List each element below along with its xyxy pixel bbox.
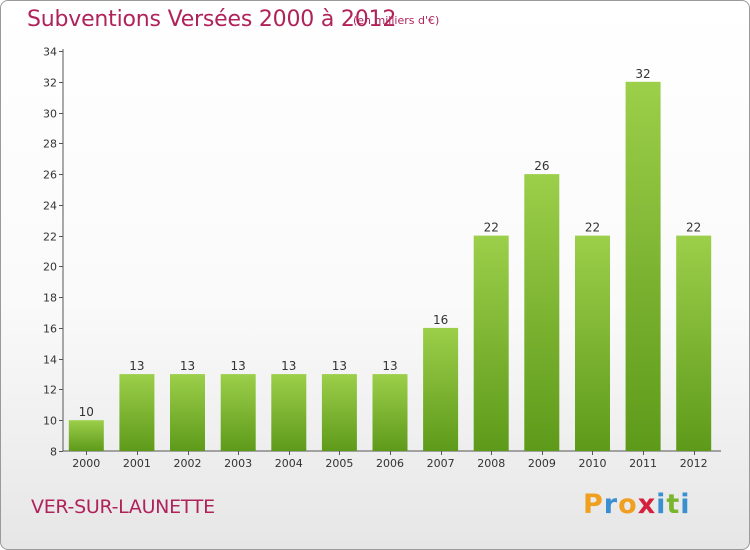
y-tick-label: 10	[43, 415, 57, 428]
axes: 8 10 12 14 16 18 20 22 24 26 28 30 32 34 2000 2001 2002 2…	[43, 46, 721, 470]
y-tick-label: 30	[43, 108, 57, 121]
data-labels: 10 13 13 13 13 13 13 16 22 26 22 32 22	[79, 67, 702, 419]
data-label: 13	[129, 359, 144, 373]
bar	[271, 374, 307, 451]
commune-name: VER-SUR-LAUNETTE	[31, 496, 215, 518]
logo-letter: x	[637, 489, 657, 520]
proxiti-logo: Proxiti	[583, 489, 691, 520]
data-label: 10	[79, 405, 94, 419]
data-label: 26	[534, 159, 549, 173]
x-tick-label: 2000	[72, 457, 100, 470]
y-tick-label: 32	[43, 77, 57, 90]
bar	[524, 174, 560, 451]
bar	[68, 420, 104, 451]
y-tick-label: 14	[43, 354, 57, 367]
y-tick-label: 24	[43, 200, 57, 213]
x-tick-label: 2007	[427, 457, 455, 470]
logo-letter: t	[666, 489, 681, 520]
logo-letter: r	[603, 489, 619, 520]
y-tick-label: 26	[43, 169, 57, 182]
bar	[575, 235, 610, 451]
bar	[321, 374, 357, 451]
x-tick-label: 2011	[629, 457, 657, 470]
chart-title: Subventions Versées 2000 à 2012	[27, 7, 397, 32]
y-tick-label: 18	[43, 292, 57, 305]
data-label: 22	[686, 221, 701, 235]
x-tick-label: 2003	[224, 457, 252, 470]
y-tick-label: 22	[43, 231, 57, 244]
bar	[372, 374, 408, 451]
data-label: 32	[635, 67, 650, 81]
x-tick-label: 2006	[376, 457, 404, 470]
x-tick-label: 2001	[123, 457, 151, 470]
data-label: 22	[484, 221, 499, 235]
x-tick-label: 2012	[680, 457, 708, 470]
y-tick-label: 12	[43, 384, 57, 397]
logo-letter: i	[680, 489, 691, 520]
y-tick-label: 28	[43, 138, 57, 151]
bar	[676, 235, 712, 451]
data-label: 16	[433, 313, 448, 327]
data-label: 13	[382, 359, 397, 373]
data-label: 13	[281, 359, 296, 373]
x-tick-label: 2010	[578, 457, 606, 470]
y-tick-label: 34	[43, 46, 57, 59]
y-tick-label: 20	[43, 261, 57, 274]
y-tick-label: 16	[43, 323, 57, 336]
bar	[625, 81, 661, 452]
data-label: 13	[332, 359, 347, 373]
x-tick-label: 2009	[528, 457, 556, 470]
x-tick-label: 2008	[477, 457, 505, 470]
logo-letter: o	[618, 489, 638, 520]
y-tick-label: 8	[50, 446, 57, 459]
logo-letter: P	[583, 489, 604, 520]
bar	[119, 374, 155, 451]
data-label: 13	[231, 359, 246, 373]
logo-letter: i	[656, 489, 667, 520]
x-tick-label: 2002	[174, 457, 202, 470]
bar	[220, 374, 256, 451]
chart-subtitle: (en milliers d'€)	[353, 14, 440, 27]
data-label: 22	[585, 221, 600, 235]
bar	[473, 235, 509, 451]
x-tick-label: 2005	[325, 457, 353, 470]
bars	[68, 81, 712, 452]
x-tick-label: 2004	[275, 457, 303, 470]
data-label: 13	[180, 359, 195, 373]
bar	[423, 327, 459, 451]
bar	[170, 374, 205, 451]
